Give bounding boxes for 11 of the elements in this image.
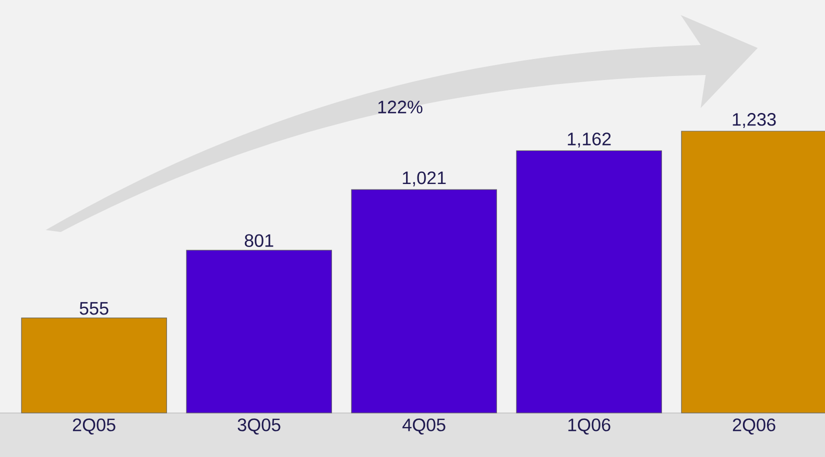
x-tick-label: 4Q05 [402,418,446,434]
data-label: 1,162 [568,132,611,148]
x-tick-label: 2Q05 [72,418,116,434]
data-label: 1,021 [402,171,446,186]
x-tick-label: 1Q06 [568,418,610,434]
x-tick-label: 2Q06 [732,418,776,434]
annotation: 122% [378,100,422,114]
data-label: 801 [244,234,274,247]
data-label: 1,233 [732,113,776,128]
data-label: 555 [80,302,108,315]
x-tick-label: 3Q05 [238,418,280,434]
